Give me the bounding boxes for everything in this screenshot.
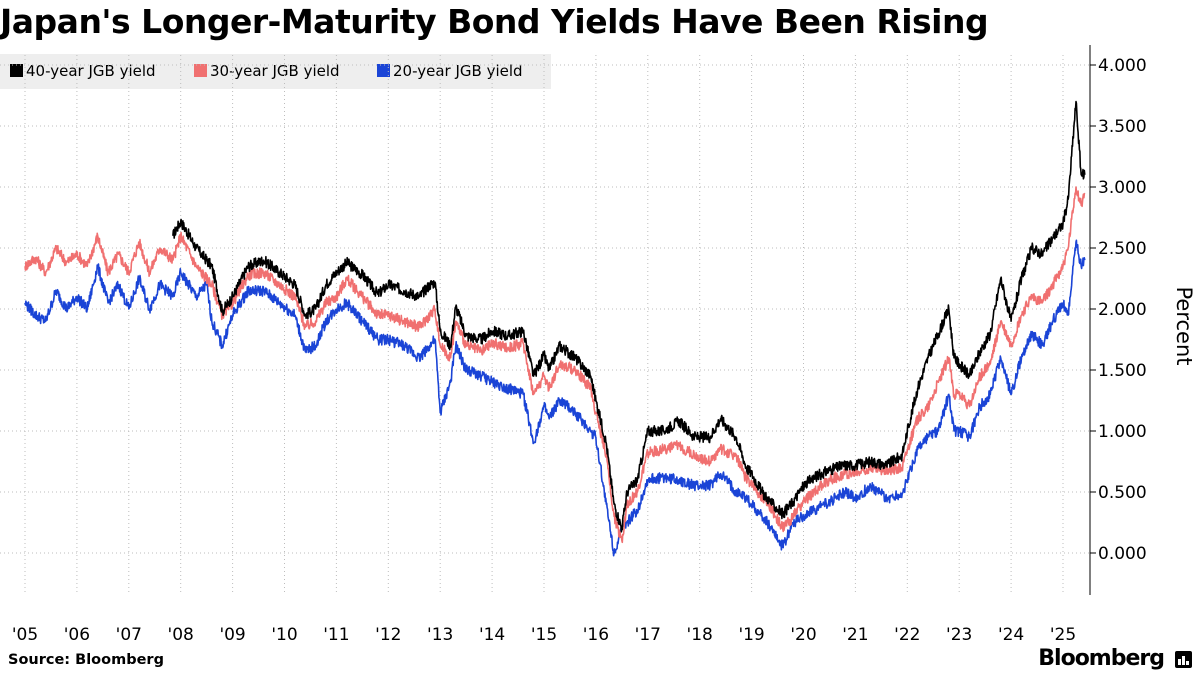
chart-title: Japan's Longer-Maturity Bond Yields Have… [0,2,989,41]
x-tick-label: '12 [375,625,401,645]
bloomberg-terminal-icon [1175,651,1192,668]
y-tick-label: 3.500 [1098,117,1147,137]
x-tick-label: '10 [271,625,297,645]
y-tick-label: 4.000 [1098,56,1147,76]
x-tick-label: '24 [998,625,1024,645]
y-tick-label: 1.000 [1098,422,1147,442]
series-line-30y [24,186,1086,544]
axes: 0.000 0.500 1.000 1.500 2.000 2.500 3.000 3.500… [12,45,1147,645]
y-tick-label: 3.000 [1098,178,1147,198]
x-tick-label: '08 [168,625,194,645]
x-tick-label: '20 [790,625,816,645]
legend-swatch-40y [10,64,23,77]
legend-item-20y: 20-year JGB yield [377,54,523,89]
series-line-40y [172,100,1086,533]
y-tick-label: 1.500 [1098,361,1147,381]
x-tick-label: '09 [219,625,245,645]
x-tick-label: '18 [687,625,713,645]
y-tick-label: 0.500 [1098,483,1147,503]
x-tick-label: '15 [531,625,557,645]
legend-swatch-20y [377,64,390,77]
x-tick-label: '16 [583,625,609,645]
x-tick-label: '05 [12,625,38,645]
x-tick-label: '17 [635,625,661,645]
x-tick-label: '21 [842,625,868,645]
x-tick-label: '06 [64,625,90,645]
legend-swatch-30y [194,64,207,77]
legend-label-30y: 30-year JGB yield [210,62,340,80]
grid [0,55,1090,595]
legend-label-20y: 20-year JGB yield [393,62,523,80]
x-tick-label: '13 [427,625,453,645]
legend-label-40y: 40-year JGB yield [26,62,156,80]
source-note: Source: Bloomberg [8,652,164,668]
series-lines [24,100,1086,557]
y-tick-label: 2.500 [1098,239,1147,259]
x-tick-label: '25 [1050,625,1076,645]
x-tick-label: '22 [894,625,920,645]
x-tick-label: '23 [946,625,972,645]
y-tick-label: 0.000 [1098,544,1147,564]
legend: 40-year JGB yield 30-year JGB yield 20-y… [0,54,551,89]
series-line-20y [24,239,1086,557]
x-tick-label: '14 [479,625,505,645]
legend-item-40y: 40-year JGB yield [10,54,156,89]
x-tick-label: '19 [738,625,764,645]
x-tick-label: '07 [116,625,142,645]
brand-logo: Bloomberg [1038,646,1165,671]
x-tick-label: '11 [323,625,349,645]
y-axis-label: Percent [1172,286,1196,365]
legend-item-30y: 30-year JGB yield [194,54,340,89]
y-tick-label: 2.000 [1098,300,1147,320]
